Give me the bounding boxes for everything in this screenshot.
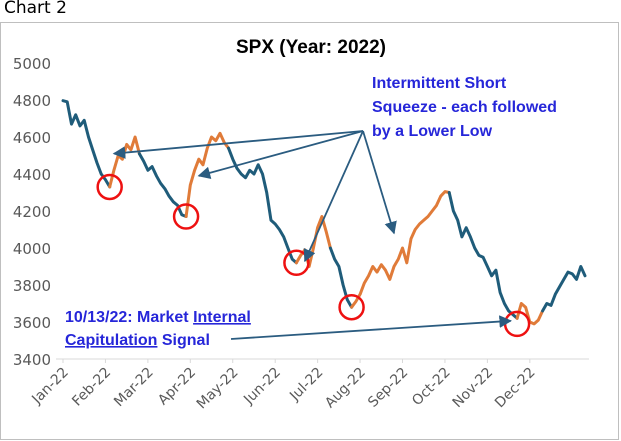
low-circle-2 [172, 203, 200, 230]
series-segment-11 [108, 135, 141, 189]
y-tick-label-4000: 4000 [13, 240, 51, 258]
annotation-signal-internal: Internal [193, 309, 251, 326]
annotation-signal-line1-part1: 10/13/22: Market [65, 309, 193, 326]
series-segment-0 [61, 99, 112, 189]
annotation-signal-line2-part2: Signal [157, 332, 209, 349]
y-tick-label-5000: 5000 [13, 55, 51, 73]
low-circle-4 [338, 293, 365, 321]
low-circle-3 [283, 249, 310, 277]
chart-caption: Chart 2 [4, 0, 67, 18]
x-tick-label-Sep-22: Sep-22 [365, 365, 411, 411]
x-tick-label-Dec-22: Dec-22 [492, 365, 539, 412]
series-segment-68 [350, 190, 451, 309]
squeeze-arrow-4 [362, 130, 397, 235]
annotation-signal-line2: Capitulation Signal [65, 332, 210, 349]
x-tick-label-Feb-22: Feb-22 [69, 365, 114, 410]
x-tick-label-Mar-22: Mar-22 [111, 365, 157, 411]
series-segment-29 [184, 131, 230, 218]
x-tick-label-Jun-22: Jun-22 [240, 365, 284, 409]
y-tick-label-4600: 4600 [13, 129, 51, 147]
y-tick-label-3600: 3600 [13, 314, 51, 332]
y-tick-label-4800: 4800 [13, 92, 51, 110]
chart-frame: SPX (Year: 2022) 3400 3600 3800 4000 4200 440… [0, 22, 619, 440]
x-tick-label-Jan-22: Jan-22 [28, 365, 71, 408]
squeeze-arrow-2 [197, 130, 364, 179]
y-tick-label-4400: 4400 [13, 166, 51, 184]
annotation-short-squeeze-line1: Intermittent Short [372, 75, 507, 92]
annotation-short-squeeze-line2: Squeeze - each followed [372, 99, 557, 116]
series-segment-39 [227, 146, 298, 265]
squeeze-arrow-3 [303, 130, 364, 263]
x-tick-label-Nov-22: Nov-22 [450, 365, 497, 412]
spx-line-chart: SPX (Year: 2022) 3400 3600 3800 4000 4200 440… [13, 37, 589, 413]
y-tick-label-4200: 4200 [13, 203, 51, 221]
series-segment-91 [447, 191, 519, 320]
annotation-signal-line1: 10/13/22: Market Internal [65, 309, 251, 326]
series-segment-113 [541, 265, 587, 313]
x-tick-label-Apr-22: Apr-22 [155, 365, 199, 409]
annotation-signal-capitulation: Capitulation [65, 332, 157, 349]
y-tick-label-3800: 3800 [13, 277, 51, 295]
low-circle-1 [96, 173, 123, 201]
squeeze-arrow-1 [112, 130, 364, 159]
x-tick-label-May-22: May-22 [194, 365, 242, 413]
series-segment-63 [328, 246, 354, 309]
x-tick-label-Aug-22: Aug-22 [322, 365, 369, 412]
signal-arrow [230, 315, 512, 340]
x-tick-label-Oct-22: Oct-22 [409, 365, 454, 410]
y-tick-label-3400: 3400 [13, 351, 51, 369]
x-tick-label-Jul-22: Jul-22 [286, 365, 326, 405]
annotation-arrows [112, 130, 512, 340]
chart-title: SPX (Year: 2022) [236, 37, 386, 58]
y-axis: 3400 3600 3800 4000 4200 4400 4600 4800 5000 [13, 55, 51, 369]
annotation-short-squeeze-line3: by a Lower Low [372, 123, 493, 140]
